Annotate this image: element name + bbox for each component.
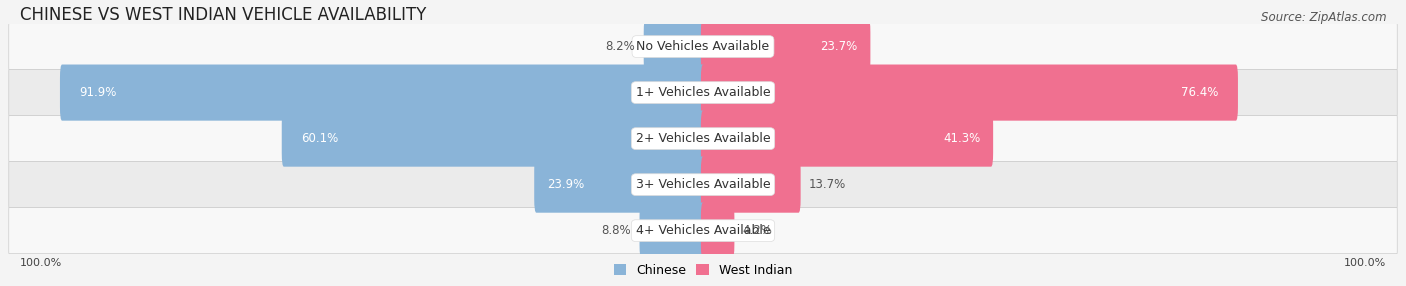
FancyBboxPatch shape <box>534 156 704 213</box>
Text: 76.4%: 76.4% <box>1181 86 1219 99</box>
FancyBboxPatch shape <box>8 162 1398 208</box>
FancyBboxPatch shape <box>702 110 993 167</box>
Text: 91.9%: 91.9% <box>80 86 117 99</box>
FancyBboxPatch shape <box>644 19 704 75</box>
FancyBboxPatch shape <box>8 208 1398 254</box>
Text: 8.2%: 8.2% <box>606 40 636 53</box>
FancyBboxPatch shape <box>640 202 704 259</box>
Text: 23.7%: 23.7% <box>821 40 858 53</box>
Text: Source: ZipAtlas.com: Source: ZipAtlas.com <box>1261 11 1386 23</box>
FancyBboxPatch shape <box>702 156 800 213</box>
Text: 41.3%: 41.3% <box>943 132 980 145</box>
FancyBboxPatch shape <box>8 69 1398 116</box>
Text: 23.9%: 23.9% <box>547 178 583 191</box>
Text: 13.7%: 13.7% <box>808 178 846 191</box>
Text: 3+ Vehicles Available: 3+ Vehicles Available <box>636 178 770 191</box>
Text: 4+ Vehicles Available: 4+ Vehicles Available <box>636 224 770 237</box>
FancyBboxPatch shape <box>8 23 1398 69</box>
FancyBboxPatch shape <box>702 19 870 75</box>
Text: CHINESE VS WEST INDIAN VEHICLE AVAILABILITY: CHINESE VS WEST INDIAN VEHICLE AVAILABIL… <box>20 5 426 23</box>
FancyBboxPatch shape <box>702 65 1237 121</box>
Text: No Vehicles Available: No Vehicles Available <box>637 40 769 53</box>
Text: 100.0%: 100.0% <box>20 258 62 268</box>
Text: 60.1%: 60.1% <box>301 132 339 145</box>
FancyBboxPatch shape <box>60 65 704 121</box>
Legend: Chinese, West Indian: Chinese, West Indian <box>609 259 797 282</box>
Text: 1+ Vehicles Available: 1+ Vehicles Available <box>636 86 770 99</box>
FancyBboxPatch shape <box>8 116 1398 162</box>
FancyBboxPatch shape <box>702 202 734 259</box>
Text: 100.0%: 100.0% <box>1344 258 1386 268</box>
Text: 4.2%: 4.2% <box>742 224 773 237</box>
FancyBboxPatch shape <box>281 110 704 167</box>
Text: 8.8%: 8.8% <box>602 224 631 237</box>
Text: 2+ Vehicles Available: 2+ Vehicles Available <box>636 132 770 145</box>
